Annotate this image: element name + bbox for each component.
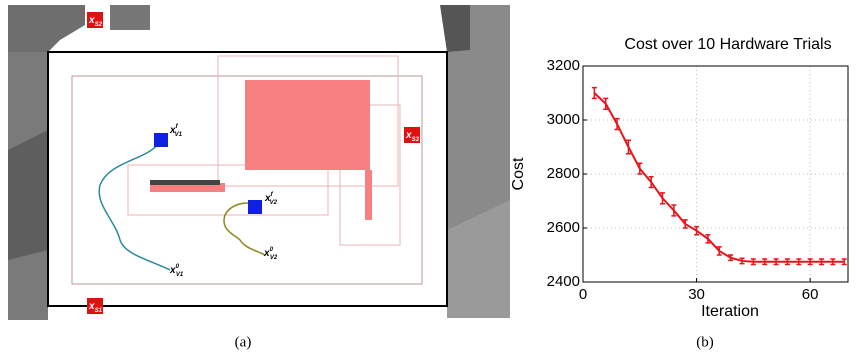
label-sub: V2 xyxy=(270,200,278,206)
y-axis-label: Cost xyxy=(510,157,527,190)
label-sub: S2 xyxy=(95,22,103,28)
label-sub: V1 xyxy=(176,272,184,278)
error-bar xyxy=(592,88,597,99)
label-sub: V2 xyxy=(270,255,278,261)
data-line xyxy=(594,93,844,262)
label-sub: S3 xyxy=(412,137,420,143)
label-sub: S1 xyxy=(95,308,103,314)
y-tick-label: 2800 xyxy=(547,165,580,182)
x-tick-label: 0 xyxy=(579,286,587,303)
y-tick-label: 3200 xyxy=(547,57,580,74)
error-bar xyxy=(671,205,676,216)
y-tick-label: 2600 xyxy=(547,219,580,236)
y-tick-label: 3000 xyxy=(547,111,580,128)
y-tick-label: 2400 xyxy=(547,273,580,290)
x-tick-label: 30 xyxy=(688,286,705,303)
chart-title: Cost over 10 Hardware Trials xyxy=(624,36,831,53)
x-axis-label: Iteration xyxy=(701,303,759,320)
label-sub: V1 xyxy=(175,132,183,138)
figure: xS2xS3xS1xfV1x0V1xfV2x0V2(a)(b)Cost over… xyxy=(0,0,862,356)
x-tick-label: 60 xyxy=(802,286,819,303)
caption: (b) xyxy=(696,334,714,350)
caption: (a) xyxy=(235,334,252,350)
map-image xyxy=(8,5,510,320)
